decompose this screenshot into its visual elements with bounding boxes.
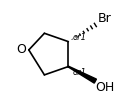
Text: or1: or1 [72,68,87,77]
Text: OH: OH [95,81,114,94]
Polygon shape [68,66,96,83]
Text: Br: Br [98,12,112,25]
Text: or1: or1 [72,33,87,42]
Text: O: O [17,43,26,56]
